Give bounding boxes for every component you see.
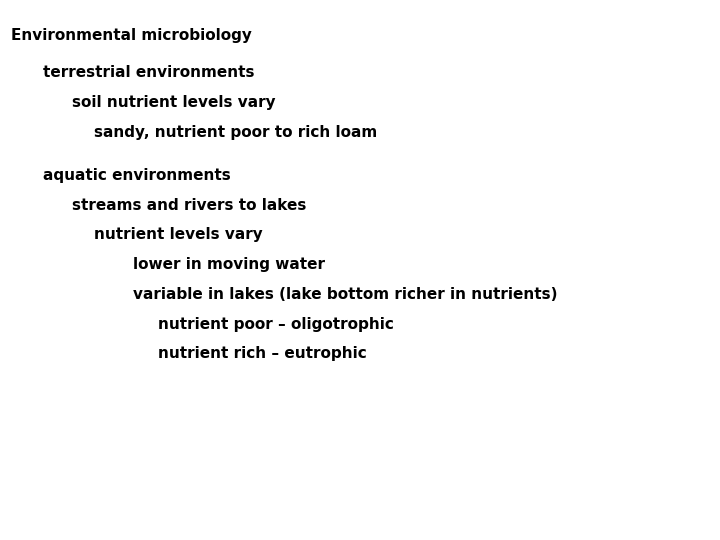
Text: lower in moving water: lower in moving water [133,257,325,272]
Text: soil nutrient levels vary: soil nutrient levels vary [72,95,276,110]
Text: aquatic environments: aquatic environments [43,168,231,183]
Text: streams and rivers to lakes: streams and rivers to lakes [72,198,307,213]
Text: variable in lakes (lake bottom richer in nutrients): variable in lakes (lake bottom richer in… [133,287,558,302]
Text: Environmental microbiology: Environmental microbiology [11,28,252,43]
Text: terrestrial environments: terrestrial environments [43,65,255,80]
Text: nutrient poor – oligotrophic: nutrient poor – oligotrophic [158,316,395,332]
Text: sandy, nutrient poor to rich loam: sandy, nutrient poor to rich loam [94,125,377,140]
Text: nutrient rich – eutrophic: nutrient rich – eutrophic [158,346,367,361]
Text: nutrient levels vary: nutrient levels vary [94,227,262,242]
